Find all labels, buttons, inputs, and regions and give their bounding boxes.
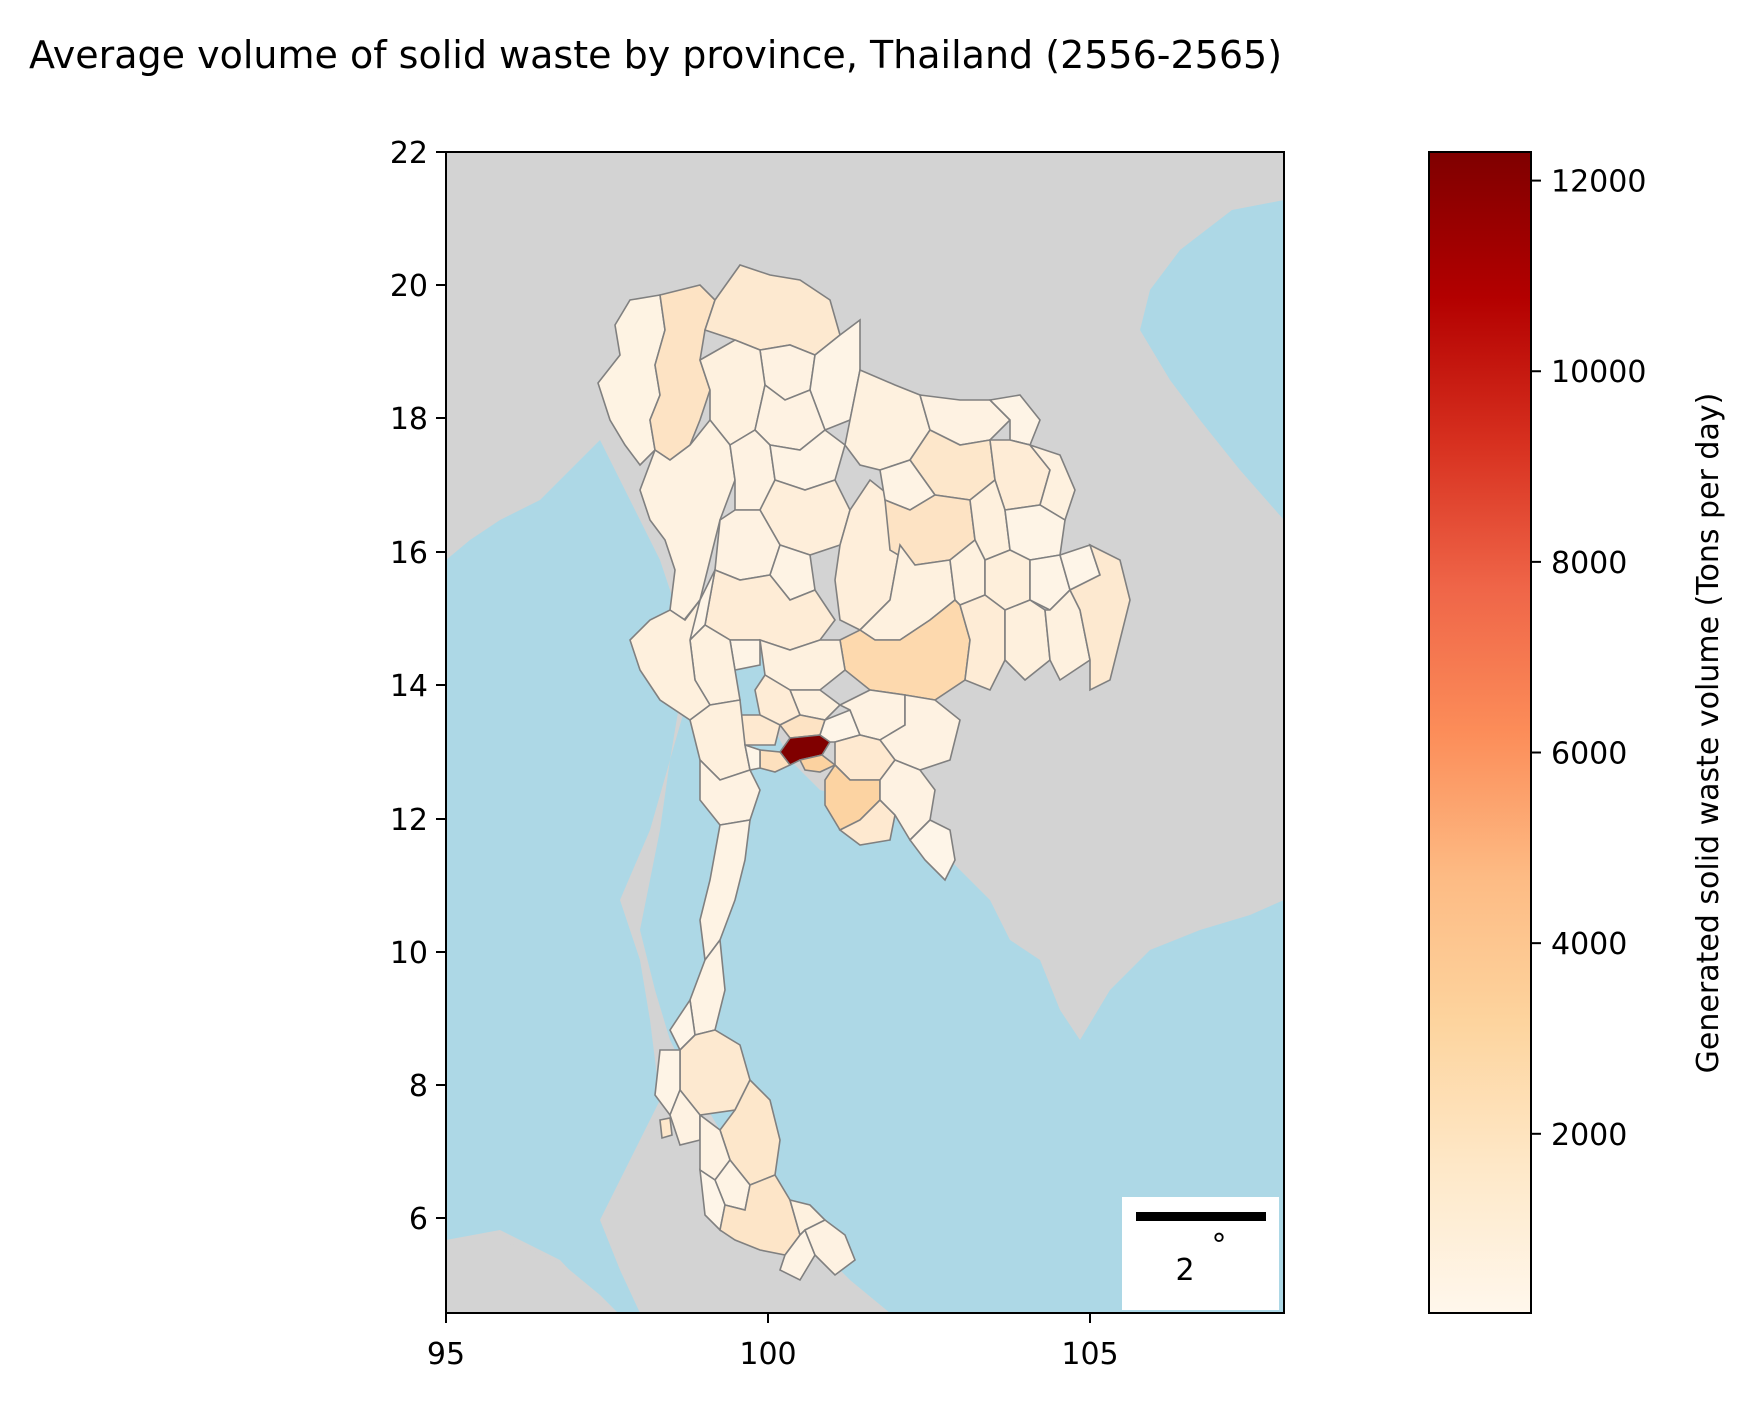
colorbar-label: Generated solid waste volume (Tons per d… xyxy=(1691,393,1726,1074)
y-tick-label: 20 xyxy=(390,269,428,304)
colorbar-ticks: 2000 4000 6000 8000 10000 12000 xyxy=(1531,165,1646,1153)
colorbar-tick-label: 8000 xyxy=(1551,546,1627,581)
x-axis: 95 100 105 xyxy=(427,1313,1119,1372)
province-samutsongkhram xyxy=(743,743,761,771)
x-tick-label: 100 xyxy=(739,1337,796,1372)
y-tick-label: 14 xyxy=(390,669,428,704)
y-tick-label: 8 xyxy=(409,1069,428,1104)
y-tick-label: 18 xyxy=(390,402,428,437)
province-samutprakan xyxy=(798,754,837,773)
y-tick-label: 6 xyxy=(409,1202,428,1237)
colorbar-tick-label: 10000 xyxy=(1551,355,1646,390)
province-phetchaburi xyxy=(699,758,761,826)
province-phuket xyxy=(659,1117,673,1140)
y-axis: 6 8 10 12 14 16 18 20 22 xyxy=(390,136,446,1237)
thailand-provinces xyxy=(597,264,1131,1282)
x-tick-label: 105 xyxy=(1061,1337,1118,1372)
scale-bar-label: 2 xyxy=(1175,1253,1194,1288)
province-narathiwat xyxy=(803,1219,856,1277)
map-frame xyxy=(445,151,1285,1314)
y-tick-label: 22 xyxy=(390,136,428,171)
map-axes: 95 100 105 6 8 10 12 14 16 18 20 22 xyxy=(390,136,1285,1372)
y-tick-label: 16 xyxy=(390,536,428,571)
province-trat xyxy=(908,819,956,882)
scale-bar: 2 ° xyxy=(1122,1197,1279,1310)
province-ubonratchathani xyxy=(1068,543,1131,692)
province-tak xyxy=(639,418,736,622)
province-buriram xyxy=(959,594,1006,692)
colorbar-tick-label: 4000 xyxy=(1551,927,1627,962)
y-tick-label: 10 xyxy=(390,936,428,971)
x-tick-label: 95 xyxy=(427,1337,465,1372)
scale-bar-line xyxy=(1136,1212,1266,1221)
colorbar-tick-label: 6000 xyxy=(1551,737,1627,772)
y-tick-label: 12 xyxy=(390,803,428,838)
scale-bar-degree: ° xyxy=(1212,1228,1227,1263)
colorbar: 2000 4000 6000 8000 10000 12000 Generated sol… xyxy=(1428,151,1726,1314)
province-satun xyxy=(699,1168,726,1232)
map-plot-area xyxy=(446,152,1284,1313)
colorbar-tick-label: 2000 xyxy=(1551,1118,1627,1153)
colorbar-tick-label: 12000 xyxy=(1551,165,1646,200)
map-title: Average volume of solid waste by provinc… xyxy=(29,33,1282,77)
colorbar-gradient-bar xyxy=(1428,151,1532,1314)
neighbouring-land-sumatra xyxy=(446,1238,618,1313)
